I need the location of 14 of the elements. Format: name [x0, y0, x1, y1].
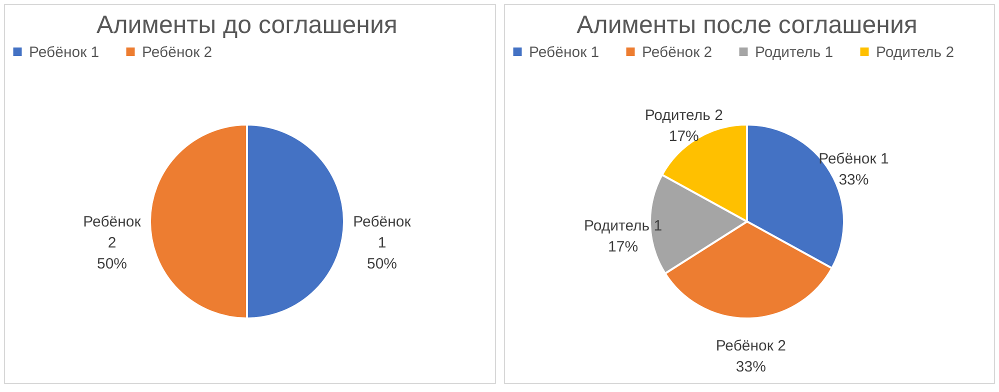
data-label: Ребёнок 1 50%: [353, 214, 412, 272]
data-label: Родитель 1 17%: [584, 217, 662, 256]
legend-label: Ребёнок 2: [142, 44, 212, 61]
data-label: Родитель 2 17%: [644, 106, 722, 145]
data-label: Ребёнок 2 33%: [715, 337, 786, 376]
legend-label: Ребёнок 1: [528, 44, 599, 61]
legend-label: Родитель 2: [876, 44, 954, 61]
chart-title: Алименты после соглашения: [576, 11, 917, 39]
data-label: Ребёнок 2 50%: [83, 214, 142, 272]
legend-label: Ребёнок 2: [642, 44, 712, 61]
data-label: Ребёнок 1 33%: [818, 150, 888, 188]
chart-title: Алименты до соглашения: [96, 11, 398, 39]
legend-label: Ребёнок 1: [29, 44, 100, 61]
legend-label: Родитель 1: [754, 44, 833, 61]
